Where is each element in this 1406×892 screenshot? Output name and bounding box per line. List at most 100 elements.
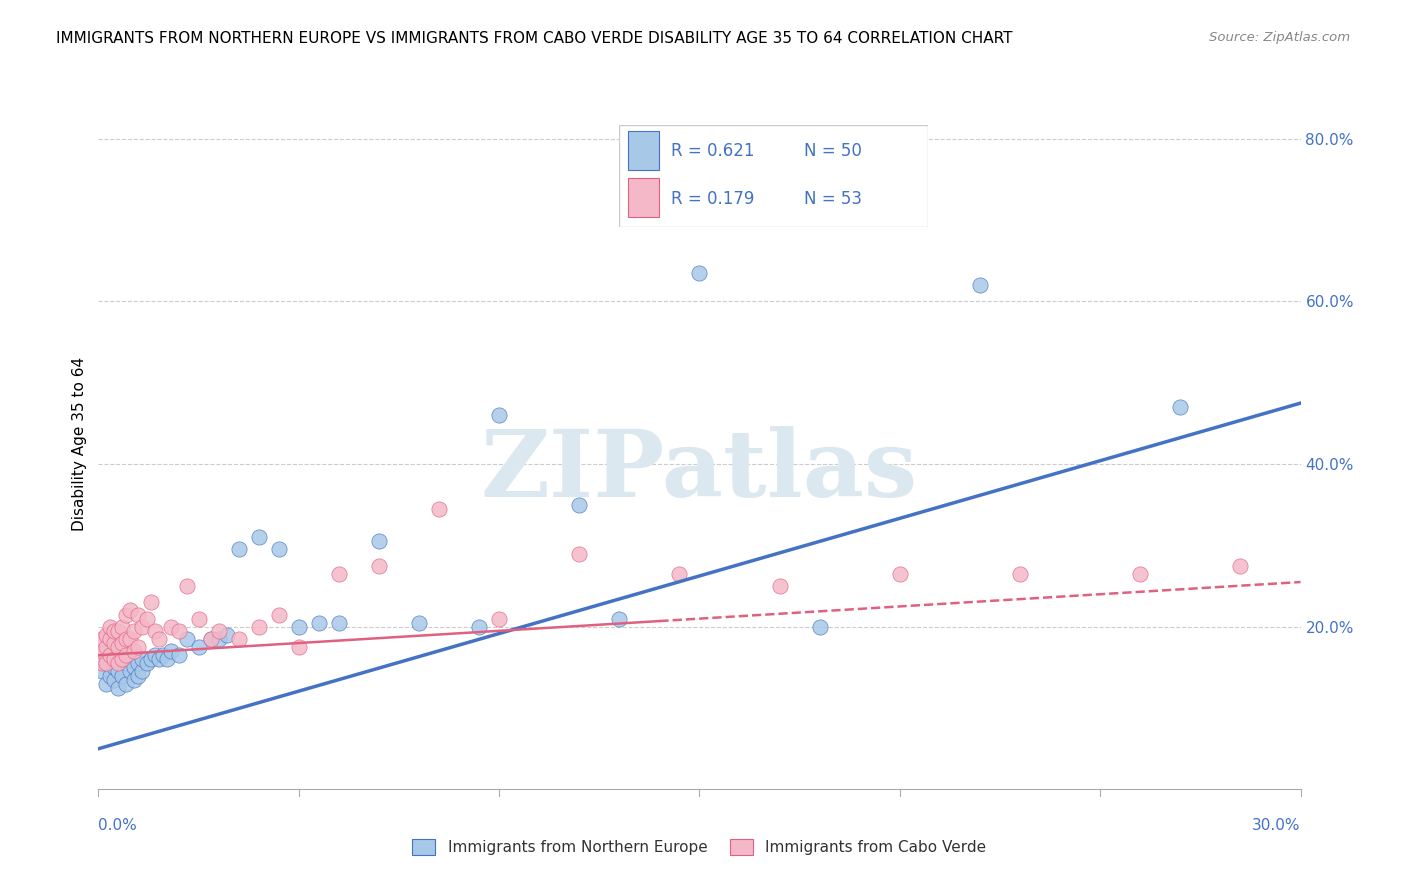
Point: [689, 266, 711, 280]
Point: [128, 640, 150, 654]
Point: [468, 620, 491, 634]
Point: [120, 632, 142, 646]
Point: [328, 566, 350, 581]
Text: ZIPatlas: ZIPatlas: [481, 426, 918, 516]
Point: [155, 652, 177, 666]
Point: [1229, 558, 1251, 573]
Point: [148, 652, 170, 666]
Point: [124, 624, 146, 638]
Point: [568, 547, 591, 561]
Point: [124, 660, 146, 674]
Point: [96, 657, 118, 671]
Point: [368, 534, 391, 549]
Point: [200, 632, 222, 646]
Point: [176, 632, 198, 646]
Text: IMMIGRANTS FROM NORTHERN EUROPE VS IMMIGRANTS FROM CABO VERDE DISABILITY AGE 35 : IMMIGRANTS FROM NORTHERN EUROPE VS IMMIG…: [56, 31, 1012, 46]
Point: [100, 632, 122, 646]
Point: [96, 676, 118, 690]
Point: [120, 648, 142, 663]
Point: [107, 681, 129, 695]
Point: [131, 665, 153, 679]
Point: [128, 657, 150, 671]
Point: [308, 615, 330, 630]
Point: [131, 652, 153, 666]
Point: [228, 632, 250, 646]
Point: [135, 612, 157, 626]
Point: [408, 615, 430, 630]
Y-axis label: Disability Age 35 to 64: Disability Age 35 to 64: [72, 357, 87, 531]
Point: [120, 665, 142, 679]
Point: [427, 501, 450, 516]
Point: [103, 624, 125, 638]
Bar: [628, 131, 659, 170]
Point: [1170, 400, 1192, 414]
Point: [100, 668, 122, 682]
Text: N = 53: N = 53: [804, 190, 862, 208]
Point: [668, 566, 690, 581]
Point: [91, 644, 114, 658]
Text: N = 50: N = 50: [804, 142, 862, 160]
Point: [167, 624, 190, 638]
Point: [267, 607, 290, 622]
Point: [176, 579, 198, 593]
Point: [115, 607, 138, 622]
Point: [111, 620, 134, 634]
FancyBboxPatch shape: [619, 125, 928, 227]
Point: [139, 595, 162, 609]
Legend: Immigrants from Northern Europe, Immigrants from Cabo Verde: Immigrants from Northern Europe, Immigra…: [406, 833, 993, 862]
Point: [111, 668, 134, 682]
Text: R = 0.621: R = 0.621: [671, 142, 755, 160]
Point: [159, 620, 181, 634]
Point: [568, 498, 591, 512]
Point: [96, 628, 118, 642]
Point: [107, 665, 129, 679]
Point: [208, 624, 231, 638]
Point: [328, 615, 350, 630]
Point: [96, 640, 118, 654]
Point: [200, 632, 222, 646]
Point: [247, 620, 270, 634]
Point: [91, 632, 114, 646]
Text: Source: ZipAtlas.com: Source: ZipAtlas.com: [1209, 31, 1350, 45]
Point: [100, 620, 122, 634]
Point: [488, 612, 510, 626]
Text: 30.0%: 30.0%: [1253, 818, 1301, 832]
Point: [969, 278, 991, 293]
Point: [267, 542, 290, 557]
Point: [808, 620, 831, 634]
Point: [187, 640, 209, 654]
Point: [131, 620, 153, 634]
Point: [215, 628, 238, 642]
Point: [609, 612, 631, 626]
Point: [115, 632, 138, 646]
Point: [1010, 566, 1032, 581]
Point: [769, 579, 792, 593]
Point: [103, 636, 125, 650]
Point: [124, 673, 146, 687]
Point: [139, 652, 162, 666]
Point: [91, 665, 114, 679]
Point: [100, 648, 122, 663]
Point: [488, 409, 510, 423]
Point: [107, 640, 129, 654]
Point: [111, 652, 134, 666]
Bar: [628, 178, 659, 218]
Point: [208, 632, 231, 646]
Point: [115, 648, 138, 663]
Point: [103, 660, 125, 674]
Point: [167, 648, 190, 663]
Point: [96, 657, 118, 671]
Text: 0.0%: 0.0%: [98, 818, 138, 832]
Text: R = 0.179: R = 0.179: [671, 190, 755, 208]
Point: [187, 612, 209, 626]
Point: [128, 607, 150, 622]
Point: [103, 652, 125, 666]
Point: [288, 640, 311, 654]
Point: [124, 644, 146, 658]
Point: [152, 648, 174, 663]
Point: [288, 620, 311, 634]
Point: [103, 673, 125, 687]
Point: [111, 652, 134, 666]
Point: [247, 530, 270, 544]
Point: [115, 676, 138, 690]
